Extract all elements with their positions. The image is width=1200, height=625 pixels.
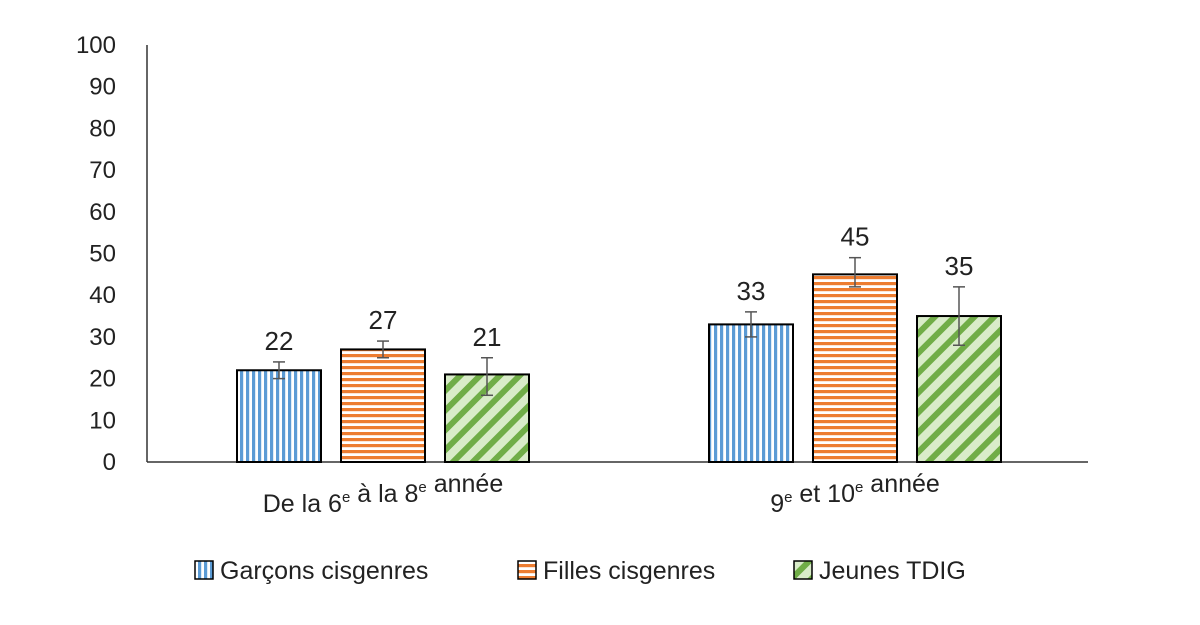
legend-swatch <box>793 560 813 580</box>
y-tick-label: 70 <box>89 157 116 184</box>
y-tick-label: 80 <box>89 115 116 142</box>
y-tick-label: 100 <box>76 32 116 59</box>
category-label-part: à la 8 <box>350 480 418 508</box>
bar <box>340 348 426 463</box>
bars <box>236 256 1002 464</box>
category-label-part: année <box>427 470 503 498</box>
y-tick-label: 60 <box>89 199 116 226</box>
legend-label: Jeunes TDIG <box>819 557 966 585</box>
category-label-superscript: e <box>855 479 863 496</box>
category-label: 9e et 10e année <box>770 470 940 518</box>
axes: 0 10 20 30 40 50 60 70 80 90 100 <box>76 32 1088 476</box>
legend-swatch <box>517 560 537 580</box>
category-label-superscript: e <box>418 479 426 496</box>
y-tick-label: 50 <box>89 241 116 268</box>
legend: Garçons cisgenres Filles cisgenres Jeunes … <box>194 557 966 585</box>
y-tick-label: 40 <box>89 282 116 309</box>
bar <box>236 369 322 463</box>
y-tick-label: 10 <box>89 407 116 434</box>
bar <box>708 323 794 463</box>
data-label: 45 <box>841 222 870 252</box>
data-label: 35 <box>945 251 974 281</box>
category-label-superscript: e <box>784 489 792 506</box>
legend-label: Garçons cisgenres <box>220 557 428 585</box>
category-label-part: 9 <box>770 490 784 518</box>
y-tick-label: 30 <box>89 324 116 351</box>
legend-label: Filles cisgenres <box>543 557 715 585</box>
category-label-part: et 10 <box>792 480 855 508</box>
data-label: 33 <box>737 276 766 306</box>
data-label: 22 <box>265 326 294 356</box>
data-label: 21 <box>473 322 502 352</box>
category-label: De la 6e à la 8e année <box>263 470 503 518</box>
y-tick-label: 20 <box>89 366 116 393</box>
category-label-superscript: e <box>342 489 350 506</box>
legend-swatch <box>194 560 214 580</box>
y-tick-label: 90 <box>89 74 116 101</box>
y-tick-label: 0 <box>103 449 116 476</box>
data-label: 27 <box>369 305 398 335</box>
bar <box>812 273 898 463</box>
category-label-part: De la 6 <box>263 490 342 518</box>
category-label-part: année <box>863 470 939 498</box>
